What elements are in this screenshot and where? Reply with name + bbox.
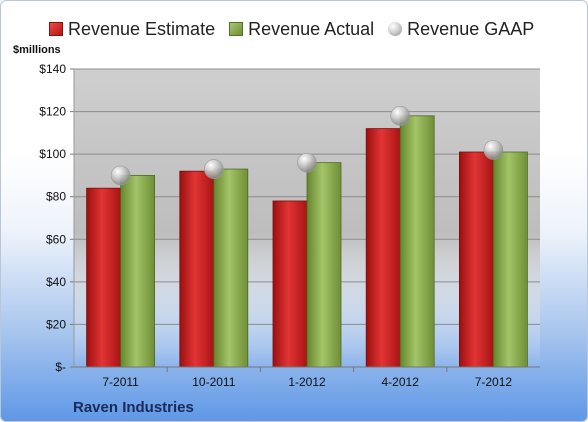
- bar-revenue-actual: [399, 115, 435, 368]
- marker-revenue-gaap: [483, 140, 504, 160]
- x-tick-label: 10-2011: [192, 375, 235, 389]
- marker-revenue-gaap: [297, 152, 317, 173]
- bars: [86, 115, 528, 368]
- bar-revenue-actual: [492, 151, 528, 368]
- bar-revenue-actual: [213, 168, 249, 368]
- y-tick-label: $140: [39, 62, 66, 76]
- bar-revenue-estimate: [272, 200, 308, 368]
- legend-label-gaap: Revenue GAAP: [407, 18, 535, 39]
- legend-label-estimate: Revenue Estimate: [68, 18, 216, 39]
- legend-swatch-estimate: [49, 22, 63, 36]
- bar-revenue-estimate: [86, 187, 121, 368]
- y-tick-label: $120: [39, 105, 66, 119]
- legend: Revenue Estimate Revenue Actual Revenue …: [49, 18, 548, 40]
- legend-swatch-actual: [229, 22, 244, 36]
- gaap-markers: [110, 106, 504, 186]
- bar-revenue-estimate: [458, 151, 494, 368]
- marker-revenue-gaap: [204, 159, 224, 179]
- company-name: Raven Industries: [73, 399, 194, 416]
- legend-item-gaap: Revenue GAAP: [388, 19, 534, 40]
- legend-marker-gaap: [388, 22, 403, 36]
- x-tick-label: 1-2012: [288, 375, 326, 389]
- x-axis-ticks: 7-2011 10-2011 1-2012 4-2012 7-2012: [102, 367, 512, 389]
- x-tick-label: 7-2012: [475, 375, 513, 389]
- bar-revenue-actual: [120, 175, 155, 368]
- bar-revenue-estimate: [365, 128, 401, 368]
- legend-label-actual: Revenue Actual: [248, 18, 375, 39]
- y-tick-label: $-: [55, 360, 66, 374]
- y-tick-label: $20: [46, 317, 66, 331]
- y-tick-label: $100: [39, 147, 66, 161]
- marker-revenue-gaap: [110, 165, 131, 186]
- y-tick-label: $60: [46, 232, 66, 246]
- y-tick-label: $40: [46, 275, 66, 289]
- y-axis-ticks: $- $20 $40 $60 $80 $100 $120 $140: [39, 62, 74, 374]
- legend-item-actual: Revenue Actual: [229, 19, 374, 40]
- bar-revenue-actual: [306, 162, 342, 368]
- x-tick-label: 4-2012: [382, 375, 420, 389]
- x-tick-label: 7-2011: [102, 375, 139, 389]
- y-tick-label: $80: [46, 190, 66, 204]
- y-axis-unit-label: $millions: [13, 44, 61, 56]
- marker-revenue-gaap: [390, 106, 411, 126]
- legend-item-estimate: Revenue Estimate: [49, 19, 215, 40]
- bar-revenue-estimate: [179, 170, 215, 368]
